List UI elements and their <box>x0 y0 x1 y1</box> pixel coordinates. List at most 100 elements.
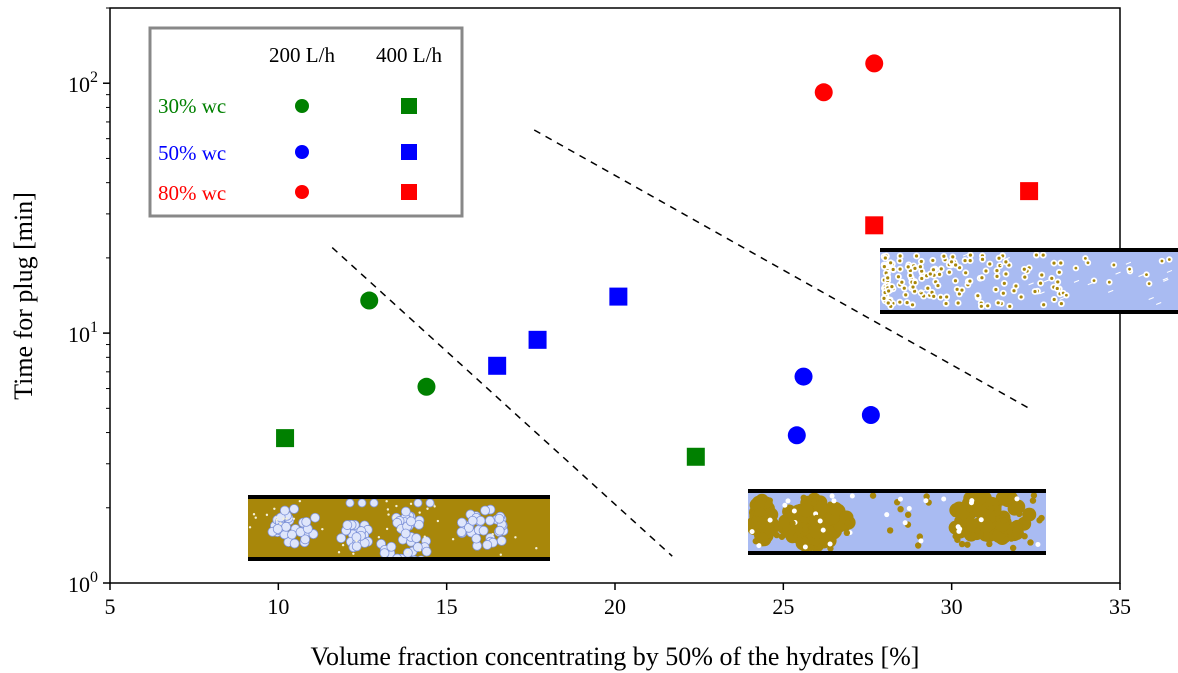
water-particle-core <box>902 286 906 290</box>
dispersed-particle <box>827 545 834 551</box>
bubble <box>379 548 390 557</box>
flow-streak <box>1162 277 1169 281</box>
water-particle-core <box>1074 266 1078 270</box>
water-particle-core <box>1040 273 1044 277</box>
dispersed-particle <box>817 518 823 524</box>
dispersed-particle <box>827 541 833 547</box>
droplet <box>392 516 396 519</box>
water-particle-core <box>928 272 932 276</box>
dispersed-particle <box>1016 510 1023 518</box>
bubble <box>471 533 482 544</box>
water-particle-core <box>998 263 1002 268</box>
data-point-square <box>276 429 295 448</box>
dispersed-particle <box>773 525 780 533</box>
x-tick-label: 30 <box>941 594 963 619</box>
droplet <box>385 499 388 503</box>
dispersed-particle <box>749 529 755 535</box>
water-particle-core <box>1004 260 1008 264</box>
bubble <box>417 566 426 575</box>
water-particle-core <box>898 259 902 263</box>
flow-streak <box>999 263 1006 267</box>
dispersed-pipe-inset <box>748 489 1046 555</box>
water-particle-core <box>1050 276 1054 280</box>
hydrate-cluster-particle <box>799 503 814 518</box>
droplet <box>418 511 421 514</box>
water-particle-core <box>891 267 895 272</box>
bubble <box>485 515 495 526</box>
flow-streak <box>1138 274 1144 277</box>
droplet <box>321 527 324 531</box>
dispersed-particle <box>902 520 908 526</box>
bubble <box>386 541 397 552</box>
bubble <box>398 565 407 574</box>
dispersed-particle <box>1006 528 1014 535</box>
dispersed-particle <box>1027 539 1034 546</box>
bubble <box>289 504 299 514</box>
water-particle-core <box>1023 275 1027 279</box>
data-point-circle <box>794 367 813 386</box>
bubble <box>281 521 291 532</box>
droplet <box>491 532 494 536</box>
dispersed-particle <box>800 494 807 502</box>
water-particle-core <box>1057 270 1061 274</box>
dispersed-particle <box>767 517 773 523</box>
dispersed-particle <box>752 537 760 545</box>
hydrate-cluster-particle <box>995 493 1010 505</box>
bubble <box>393 561 402 570</box>
dispersed-particle <box>1008 535 1015 542</box>
bubble <box>425 499 435 508</box>
flow-streak <box>1087 282 1093 286</box>
water-particle-core <box>1064 293 1068 297</box>
droplet <box>409 502 413 506</box>
water-particle-core <box>913 280 917 285</box>
data-point-square <box>1020 182 1039 201</box>
water-particle-core <box>1147 282 1151 286</box>
dispersed-particle <box>1030 493 1038 499</box>
water-particle-core <box>1014 284 1018 288</box>
dispersed-particle <box>786 512 794 519</box>
water-particle-core <box>986 304 990 308</box>
dispersed-particle <box>756 543 762 549</box>
water-particle-core <box>913 266 917 270</box>
water-particle-core <box>1086 261 1090 265</box>
x-axis: 5 10 15 20 25 30 35 <box>105 583 1131 619</box>
flow-streak <box>962 253 969 257</box>
droplet <box>436 519 440 523</box>
water-particle-core <box>898 254 902 258</box>
water-particle-core <box>918 265 922 269</box>
dispersed-particle <box>904 511 912 518</box>
bubble <box>456 517 467 528</box>
legend-marker-30wc-400 <box>401 98 417 114</box>
dispersed-particle <box>810 499 818 507</box>
flow-streak <box>919 289 926 293</box>
dispersed-particle <box>802 544 808 550</box>
x-tick-label: 15 <box>436 594 458 619</box>
bubble <box>401 563 410 572</box>
water-continuous-pipe-inset <box>880 248 1178 314</box>
water-particle-core <box>964 271 968 275</box>
dispersed-particle <box>1009 544 1017 551</box>
droplet <box>451 537 455 541</box>
bubble <box>287 529 297 540</box>
droplet <box>282 517 285 520</box>
water-particle-core <box>1052 261 1056 265</box>
dispersed-particle <box>968 500 974 506</box>
dispersed-particle <box>1000 517 1008 525</box>
droplet <box>426 507 429 510</box>
dispersed-particle <box>1022 523 1029 531</box>
bubble <box>397 569 406 578</box>
bubble <box>406 516 416 527</box>
legend-label-50wc: 50% wc <box>158 141 226 165</box>
data-point-circle <box>417 377 436 396</box>
bubble <box>413 562 422 571</box>
water-particle-core <box>979 304 983 308</box>
water-particle-core <box>1128 267 1131 271</box>
water-particle-core <box>957 292 961 296</box>
water-particle-core <box>889 261 893 265</box>
water-particle-core <box>910 303 915 307</box>
bubble <box>392 553 402 557</box>
data-point-circle <box>360 291 379 310</box>
data-point-square <box>686 447 705 466</box>
bubble <box>396 560 405 569</box>
droplet <box>292 517 296 520</box>
